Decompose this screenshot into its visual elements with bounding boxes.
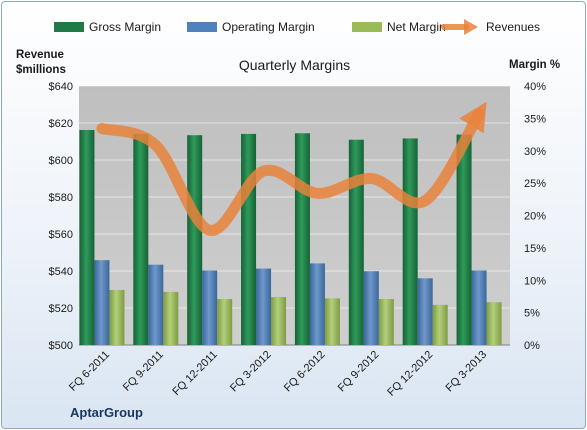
legend-label-operating-margin: Operating Margin [222, 20, 315, 34]
legend-label-net-margin: Net Margin [387, 20, 446, 34]
legend-label-revenues: Revenues [486, 20, 540, 34]
bar-operating-margin-fq-9-2011 [148, 264, 164, 345]
bar-net-margin-fq-12-2011 [217, 299, 233, 345]
bar-gross-margin-fq-12-2011 [187, 135, 203, 345]
y-left-tick-560: $560 [49, 229, 73, 241]
bar-operating-margin-fq-6-2012 [309, 263, 325, 345]
bar-gross-margin-fq-6-2011 [79, 130, 95, 345]
bar-net-margin-fq-9-2011 [163, 291, 179, 345]
y-right-tick-40: 40% [524, 81, 546, 93]
y-right-tick-30: 30% [524, 146, 546, 158]
y-right-tick-10: 10% [524, 275, 546, 287]
legend-swatch-operating-margin [187, 22, 217, 32]
x-tick-fq-12-2012: FQ 12-2012 [385, 349, 435, 399]
y-left-tick-640: $640 [49, 81, 73, 93]
bar-operating-margin-fq-12-2012 [417, 278, 433, 345]
y-right-tick-35: 35% [524, 113, 546, 125]
bar-net-margin-fq-6-2011 [109, 289, 125, 345]
x-tick-fq-3-2013: FQ 3-2013 [444, 349, 490, 395]
y-left-tick-580: $580 [49, 192, 73, 204]
y-left-label-line2: $millions [16, 64, 66, 76]
y-right-tick-20: 20% [524, 211, 546, 223]
y-right-tick-0: 0% [524, 340, 540, 352]
legend-swatch-gross-margin [54, 22, 84, 32]
bar-net-margin-fq-3-2012 [271, 297, 287, 345]
company-name: AptarGroup [70, 405, 143, 420]
y-right-tick-25: 25% [524, 178, 546, 190]
bar-net-margin-fq-9-2012 [378, 299, 394, 345]
bar-operating-margin-fq-9-2012 [363, 271, 379, 345]
y-left-tick-600: $600 [49, 155, 73, 167]
bar-gross-margin-fq-3-2012 [241, 133, 257, 345]
bar-net-margin-fq-12-2012 [432, 304, 448, 345]
y-left-tick-500: $500 [49, 340, 73, 352]
x-tick-fq-3-2012: FQ 3-2012 [228, 349, 274, 395]
bar-net-margin-fq-3-2013 [486, 302, 502, 345]
y-left-tick-540: $540 [49, 266, 73, 278]
x-tick-fq-6-2011: FQ 6-2011 [67, 349, 112, 394]
bar-operating-margin-fq-3-2012 [256, 268, 272, 345]
bar-gross-margin-fq-9-2012 [348, 139, 364, 345]
y-right-tick-15: 15% [524, 243, 546, 255]
x-tick-fq-9-2011: FQ 9-2011 [121, 349, 166, 394]
y-left-tick-620: $620 [49, 118, 73, 130]
bar-gross-margin-fq-3-2013 [456, 134, 472, 345]
legend-arrowhead-revenues [464, 19, 478, 35]
legend-swatch-net-margin [352, 22, 382, 32]
bar-operating-margin-fq-6-2011 [94, 260, 110, 345]
chart-title: Quarterly Margins [239, 57, 350, 73]
line-revenues [96, 101, 487, 236]
x-tick-fq-9-2012: FQ 9-2012 [336, 349, 382, 395]
x-tick-fq-6-2012: FQ 6-2012 [282, 349, 328, 395]
y-left-label-line1: Revenue [16, 49, 64, 61]
bar-net-margin-fq-6-2012 [324, 298, 340, 345]
bar-operating-margin-fq-12-2011 [202, 270, 218, 345]
y-left-tick-520: $520 [49, 303, 73, 315]
bar-operating-margin-fq-3-2013 [471, 270, 487, 345]
x-tick-fq-12-2011: FQ 12-2011 [170, 349, 219, 398]
bar-gross-margin-fq-6-2012 [294, 133, 310, 345]
bar-gross-margin-fq-12-2012 [402, 138, 418, 345]
y-right-tick-5: 5% [524, 308, 540, 320]
bar-gross-margin-fq-9-2011 [133, 133, 149, 345]
legend-label-gross-margin: Gross Margin [89, 20, 161, 34]
y-right-label: Margin % [509, 59, 560, 71]
